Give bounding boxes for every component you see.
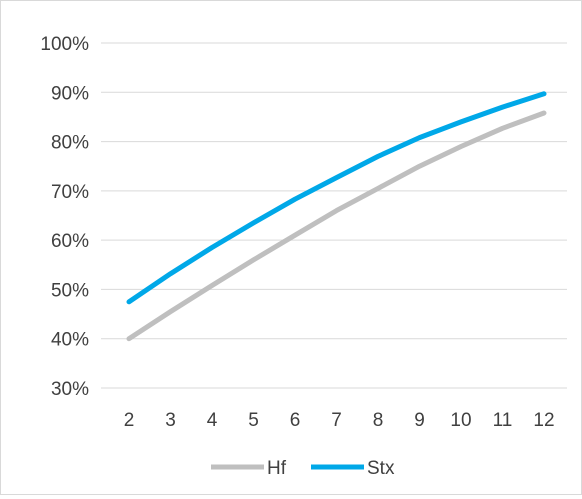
y-tick-label: 100% [40, 34, 89, 55]
y-tick-label: 60% [51, 231, 89, 252]
y-tick-label: 90% [51, 83, 89, 104]
series-lines [129, 94, 544, 339]
y-tick-label: 30% [51, 379, 89, 400]
x-tick-label: 6 [290, 410, 301, 431]
x-tick-label: 5 [248, 410, 259, 431]
y-tick-label: 40% [51, 330, 89, 351]
gridlines [101, 43, 567, 388]
x-tick-label: 12 [533, 410, 554, 431]
x-tick-label: 4 [207, 410, 218, 431]
x-tick-label: 7 [331, 410, 342, 431]
x-tick-label: 2 [124, 410, 135, 431]
legend-label-hf: Hf [267, 458, 287, 479]
y-axis-ticks: 30% 40% 50% 60% 70% 80% 90% 100% [40, 34, 89, 400]
series-line-stx [129, 94, 544, 302]
series-line-hf [129, 113, 544, 339]
legend: Hf Stx [211, 458, 395, 479]
y-tick-label: 50% [51, 280, 89, 301]
x-tick-label: 8 [373, 410, 384, 431]
y-tick-label: 80% [51, 133, 89, 154]
x-tick-label: 10 [450, 410, 471, 431]
x-tick-label: 3 [165, 410, 176, 431]
legend-label-stx: Stx [367, 458, 395, 479]
x-axis-ticks: 2 3 4 5 6 7 8 9 10 11 12 [124, 410, 555, 431]
y-tick-label: 70% [51, 182, 89, 203]
x-tick-label: 11 [493, 410, 513, 431]
x-tick-label: 9 [414, 410, 425, 431]
